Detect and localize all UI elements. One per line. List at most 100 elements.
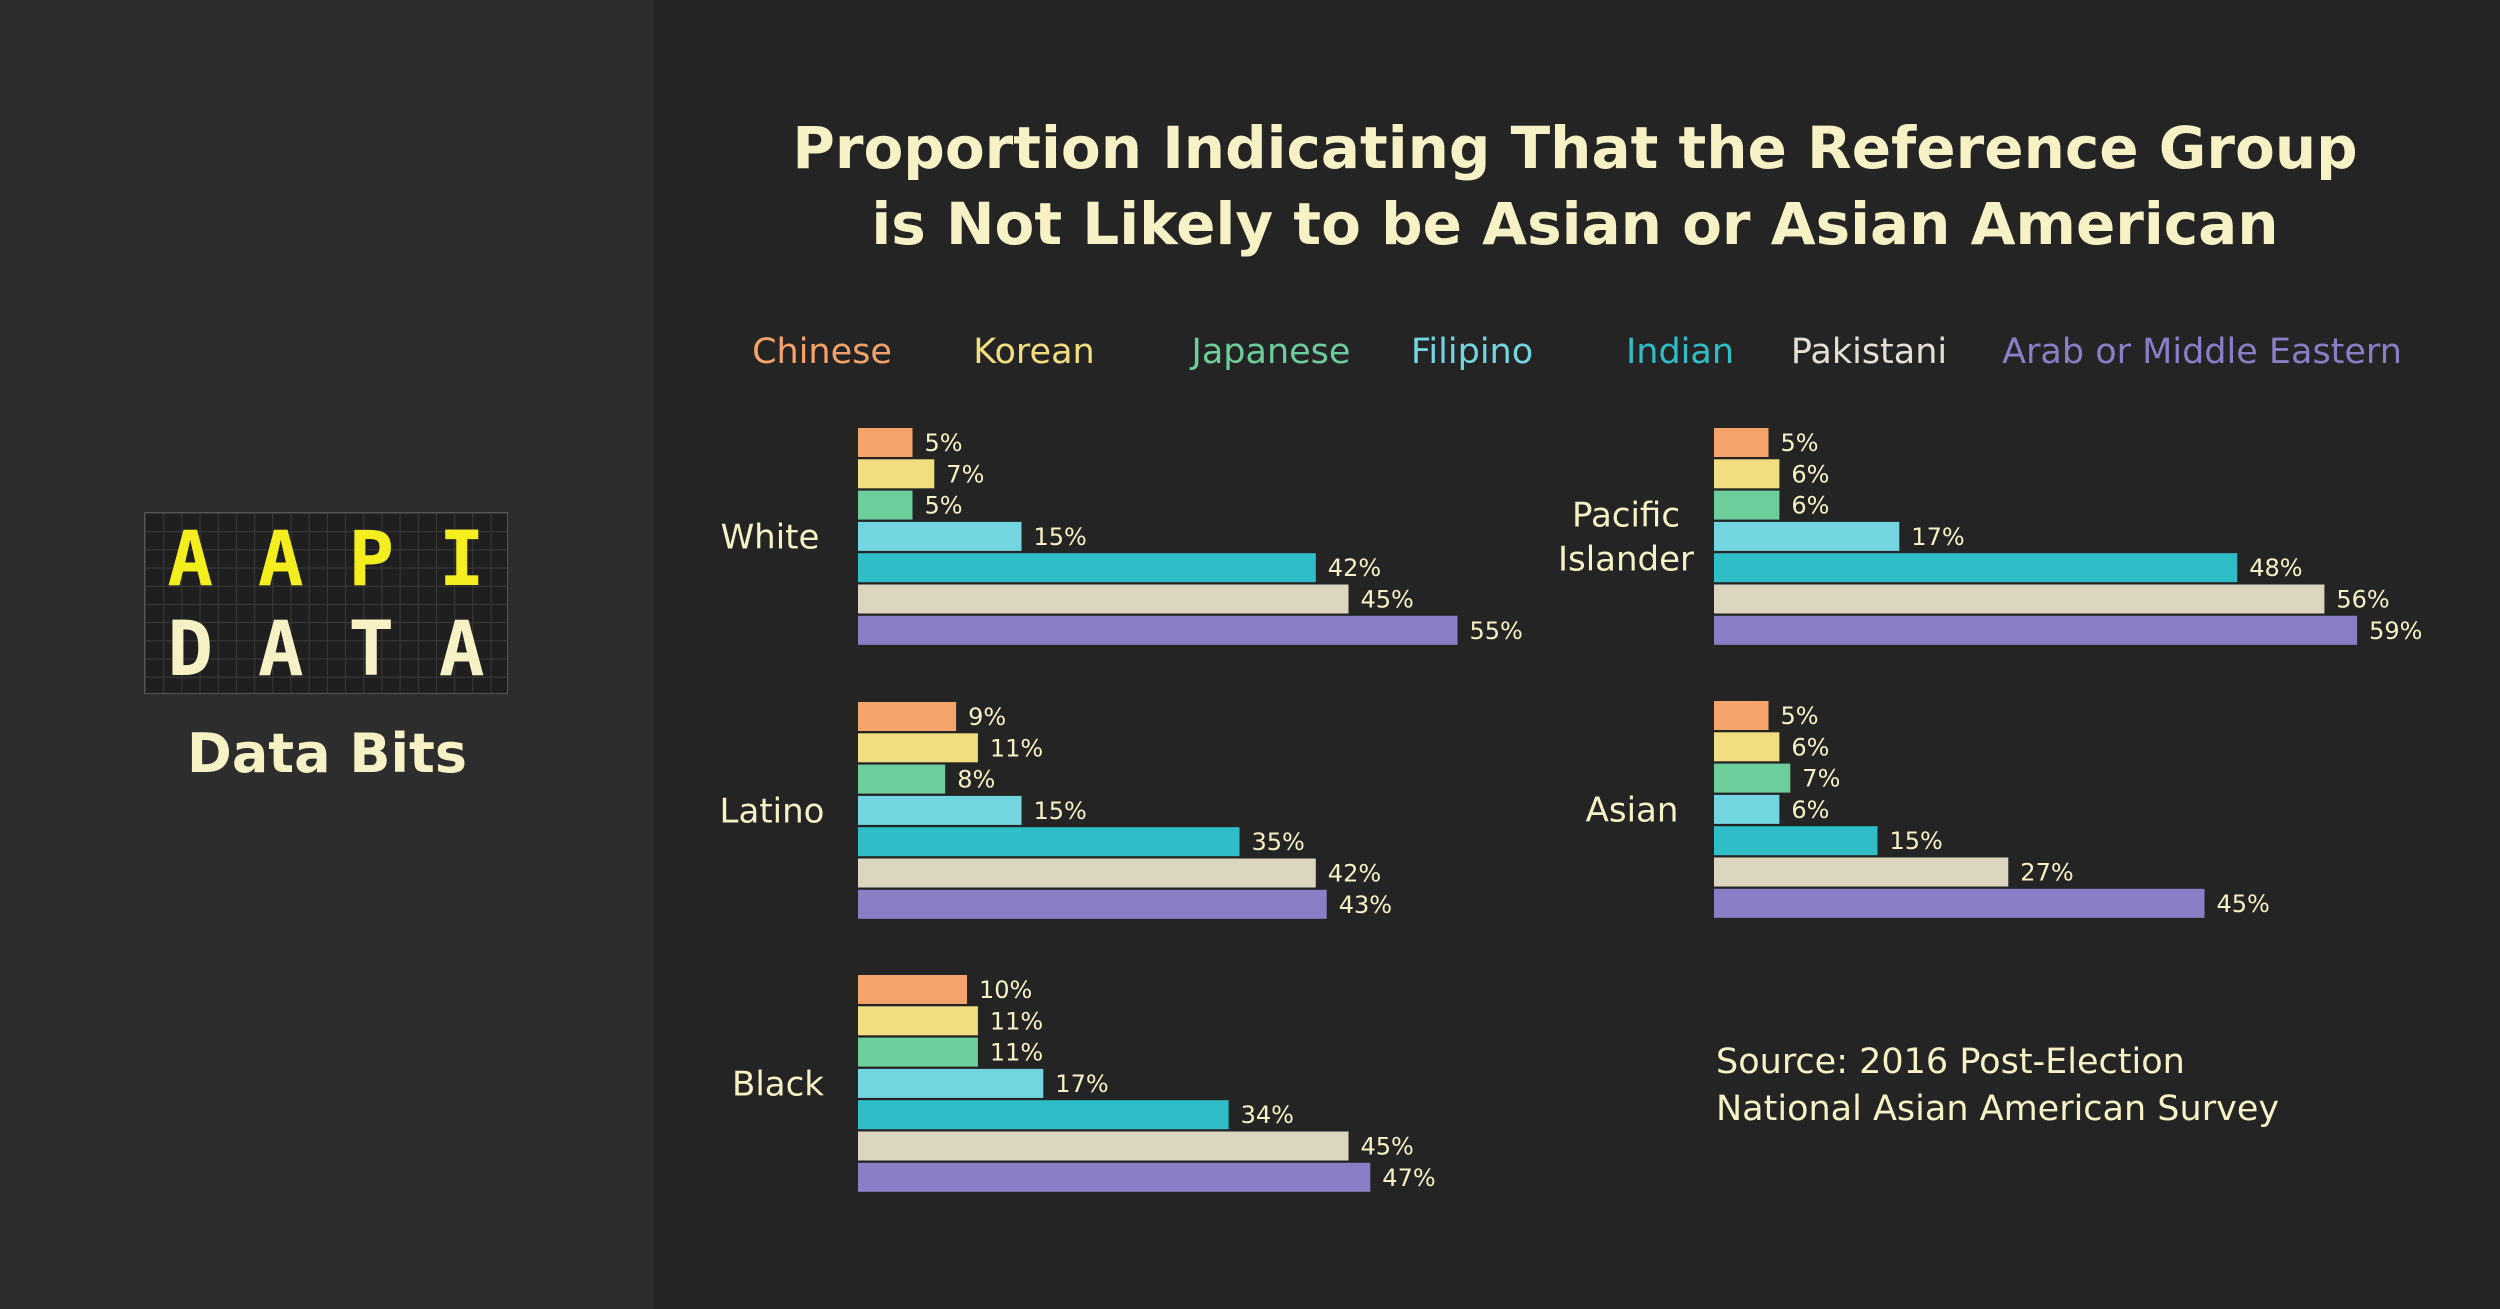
data-label: 45% [1361,1133,1414,1161]
source-line: Source: 2016 Post-Election [1716,1042,2185,1082]
data-label: 59% [2369,617,2422,645]
legend-entry: Pakistani [1791,332,1947,372]
data-label: 55% [1470,617,1523,645]
data-label: 11% [990,734,1043,762]
bar [858,889,1327,919]
data-label: 48% [2249,554,2302,582]
data-label: 34% [1241,1101,1294,1129]
bar [858,827,1240,857]
bar [858,553,1316,583]
bar [858,490,913,520]
data-label: 45% [2217,890,2270,918]
legend-entry: Japanese [1190,332,1351,372]
bar-group: Asian 5% 6% 7% 6% 15% 27% 45% [1586,701,2270,918]
bar [858,733,978,763]
data-label: 35% [1252,828,1305,856]
data-label: 9% [968,703,1006,731]
bar [1714,888,2205,918]
logo-letter: T [348,604,395,693]
legend-entry: Korean [973,332,1094,372]
logo-letter: A [167,514,214,603]
data-label: 27% [2020,859,2073,887]
bar [858,521,1022,551]
bar [1714,428,1769,457]
chart-title-line: is Not Likely to be Asian or Asian Ameri… [871,190,2278,258]
logo-letter: A [438,604,485,693]
data-label: 11% [990,1007,1043,1035]
bar [858,615,1458,645]
data-label: 47% [1382,1164,1435,1192]
data-label: 6% [1791,733,1829,761]
source-note: Source: 2016 Post-Election National Asian… [1716,1042,2279,1129]
bar [1714,615,2358,645]
data-label: 56% [2336,586,2389,614]
source-line: National Asian American Survey [1716,1089,2279,1129]
legend-entry: Filipino [1411,332,1533,372]
bar [858,428,913,457]
bar [858,702,957,731]
aapi-data-logo: A A P I D A T A [144,512,508,694]
bar [858,1162,1371,1192]
bar [858,1100,1229,1130]
data-label: 7% [1802,765,1840,793]
bar [858,1131,1349,1161]
bar [858,1037,978,1067]
brand-subtitle: Data Bits [187,722,467,785]
bar [1714,794,1780,824]
chart-legend: Chinese Korean Japanese Filipino Indian Pakis… [752,332,2402,372]
data-label: 5% [1781,702,1819,730]
bar [858,459,935,489]
logo-letter: I [438,514,485,603]
bar [1714,553,2238,583]
group-label: White [721,517,820,557]
data-label: 43% [1339,891,1392,919]
bar [1714,701,1769,730]
logo-letter: D [167,604,214,693]
bar [858,584,1349,614]
group-label: Latino [720,791,825,831]
data-label: 15% [1034,523,1087,551]
data-label: 42% [1328,554,1381,582]
chart-groups: White 5% 7% 5% 15% 42% 45% 55% Latino 9% 11% 8% 15% 3… [720,428,2422,1192]
data-label: 11% [990,1039,1043,1067]
logo-line-aapi: A A P I [145,515,507,603]
data-label: 6% [1791,460,1829,488]
bar [1714,490,1780,520]
legend-entry: Arab or Middle Eastern [2002,332,2402,372]
bar-group: Black 10% 11% 11% 17% 34% 45% 47% [732,975,1436,1192]
bar [858,764,946,794]
logo-letter: A [257,514,304,603]
data-label: 7% [946,460,984,488]
data-label: 6% [1791,492,1829,520]
bar [1714,826,1878,856]
bar [858,858,1316,888]
logo-letter: A [257,604,304,693]
data-label: 17% [1055,1070,1108,1098]
bar [1714,732,1780,762]
bar [858,1006,978,1036]
bar [858,795,1022,825]
group-label: Black [732,1064,824,1104]
bar-group: White 5% 7% 5% 15% 42% 45% 55% [721,428,1523,645]
bar [858,1068,1044,1098]
bar [1714,521,1900,551]
bar [1714,584,2325,614]
data-label: 10% [979,976,1032,1004]
data-label: 6% [1791,796,1829,824]
data-label: 17% [1911,523,1964,551]
chart-title-line: Proportion Indicating That the Reference… [792,114,2357,182]
bar [1714,763,1791,793]
group-label: Pacific [1572,495,1680,535]
group-label: Asian [1586,790,1679,830]
data-label: 42% [1328,860,1381,888]
data-label: 5% [925,429,963,457]
brand-sidebar: A A P I D A T A Data Bits [0,0,654,1309]
group-label: Islander [1558,539,1694,579]
bar [1714,459,1780,489]
data-label: 45% [1361,586,1414,614]
bar [1714,857,2009,887]
bar-group: Latino 9% 11% 8% 15% 35% 42% 43% [720,702,1392,919]
